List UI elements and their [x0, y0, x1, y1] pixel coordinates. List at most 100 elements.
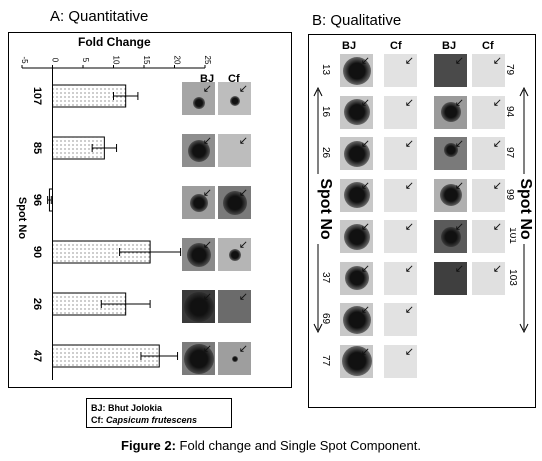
arrow-icon: ↙: [492, 179, 502, 192]
caption-text: Fold change and Single Spot Component.: [175, 438, 421, 453]
arrow-icon: ↙: [454, 96, 464, 109]
panel-b-spot-cf-right-1: ↙: [472, 95, 505, 129]
panel-b-spot-bj-left-1: ↙: [340, 95, 373, 129]
panel-b-spot-bj-left-2: ↙: [340, 137, 373, 170]
x-tick-label-1: 0: [51, 58, 60, 63]
arrow-icon: ↙: [404, 96, 414, 109]
arrow-icon: ↙: [238, 135, 248, 147]
arrow-icon: ↙: [454, 262, 464, 275]
panel-b-spot-bj-right-0: ↙: [434, 54, 467, 87]
arrow-icon: ↙: [404, 345, 414, 358]
arrow-icon: ↙: [404, 138, 414, 150]
arrow-icon: ↙: [492, 55, 502, 67]
spot-blob: [440, 102, 461, 122]
arrow-icon: ↙: [238, 291, 248, 303]
panel-b-spot-cf-left-4: ↙: [384, 220, 417, 253]
arrow-icon: ↙: [404, 55, 414, 67]
panel-b-spot-cf-right-2: ↙: [472, 137, 505, 170]
panel-b-spot-bj-right-1: ↙: [434, 95, 467, 129]
arrow-icon: ↙: [202, 239, 212, 251]
spot-blob: [443, 142, 458, 157]
arrow-icon: ↙: [360, 55, 370, 67]
category-label-26: 26: [31, 298, 43, 310]
spot-blob: [439, 184, 462, 206]
arrow-icon: ↙: [202, 343, 212, 355]
panel-b-header-cf-1: Cf: [390, 40, 402, 52]
spot-blob: [343, 99, 370, 125]
arrow-icon: ↙: [202, 187, 212, 199]
panel-b-header-bj-1: BJ: [342, 40, 357, 52]
arrow-icon: ↙: [238, 343, 248, 355]
arrow-icon: ↙: [454, 221, 464, 233]
spot-blob: [440, 226, 461, 247]
arrow-icon: ↙: [202, 83, 212, 95]
arrow-icon: ↙: [360, 96, 370, 109]
arrow-icon: ↙: [454, 55, 464, 67]
arrow-icon: ↙: [238, 83, 248, 95]
arrow-icon: ↙: [360, 304, 370, 316]
arrow-icon: ↙: [360, 345, 370, 358]
arrow-icon: ↙: [404, 179, 414, 192]
arrow-icon: ↙: [360, 262, 370, 275]
spot-blob: [343, 140, 370, 167]
spot-blob: [222, 190, 247, 215]
arrow-icon: ↙: [360, 221, 370, 233]
legend-bj: BJ: Bhut Jolokia: [91, 403, 163, 413]
arrow-icon: ↙: [492, 262, 502, 275]
x-axis-title: Fold Change: [78, 35, 151, 49]
panel-b-spot-cf-left-2: ↙: [384, 137, 417, 170]
arrow-icon: ↙: [454, 138, 464, 150]
panel-b-spot-bj-left-3: ↙: [340, 178, 373, 212]
panel-b-spot-no-right: Spot No: [516, 174, 534, 244]
x-tick-label-3: 10: [112, 56, 121, 65]
arrow-icon: ↙: [492, 138, 502, 150]
panel-b-spot-bj-left-4: ↙: [340, 220, 373, 253]
panel-a-spot-bj-2: ↙: [182, 186, 215, 219]
spot-blob: [228, 248, 241, 261]
arrow-icon: ↙: [454, 179, 464, 192]
panel-a-title: A: Quantitative: [50, 8, 149, 25]
category-label-47: 47: [31, 350, 43, 362]
legend-cf: Cf: Capsicum frutescens: [91, 414, 227, 426]
panel-b-spot-cf-right-5: ↙: [472, 261, 505, 295]
category-label-96: 96: [31, 194, 43, 206]
spot-blob: [342, 56, 371, 85]
x-tick-label-5: 20: [173, 56, 182, 65]
panel-b-spot-cf-right-3: ↙: [472, 178, 505, 212]
panel-b-spot-no-left: Spot No: [316, 174, 334, 244]
panel-a-spot-cf-0: ↙: [218, 82, 251, 115]
x-tick-label-0: -5: [20, 56, 29, 64]
panel-b-spot-bj-left-5: ↙: [340, 261, 373, 295]
panel-a-spot-cf-3: ↙: [218, 238, 251, 271]
panel-b-spot-bj-right-4: ↙: [434, 220, 467, 253]
panel-b-spot-cf-right-0: ↙: [472, 54, 505, 87]
arrow-icon: ↙: [360, 179, 370, 192]
x-tick-label-6: 25: [203, 56, 212, 65]
panel-a-spot-bj-1: ↙: [182, 134, 215, 167]
x-tick-label-2: 5: [81, 58, 90, 63]
panel-b-spot-cf-left-5: ↙: [384, 261, 417, 295]
arrow-icon: ↙: [360, 138, 370, 150]
panel-b-spot-bj-right-5: ↙: [434, 261, 467, 295]
arrow-icon: ↙: [202, 135, 212, 147]
spot-blob: [231, 355, 238, 362]
panel-a-spot-cf-4: ↙: [218, 290, 251, 323]
panel-b-spot-cf-left-3: ↙: [384, 178, 417, 212]
arrow-icon: ↙: [492, 96, 502, 109]
spot-blob: [183, 343, 214, 374]
panel-a-spot-bj-5: ↙: [182, 342, 215, 375]
spot-blob: [343, 223, 370, 250]
panel-b-spot-bj-right-3: ↙: [434, 178, 467, 212]
arrow-icon: ↙: [404, 304, 414, 316]
panel-b-spot-cf-left-0: ↙: [384, 54, 417, 87]
arrow-icon: ↙: [404, 262, 414, 275]
spot-blob: [183, 291, 214, 322]
spot-blob: [189, 193, 208, 212]
category-label-90: 90: [31, 246, 43, 258]
arrow-icon: ↙: [238, 239, 248, 251]
legend-cf-name: Capsicum frutescens: [106, 415, 198, 425]
panel-a-spot-cf-2: ↙: [218, 186, 251, 219]
category-label-107: 107: [31, 87, 43, 105]
